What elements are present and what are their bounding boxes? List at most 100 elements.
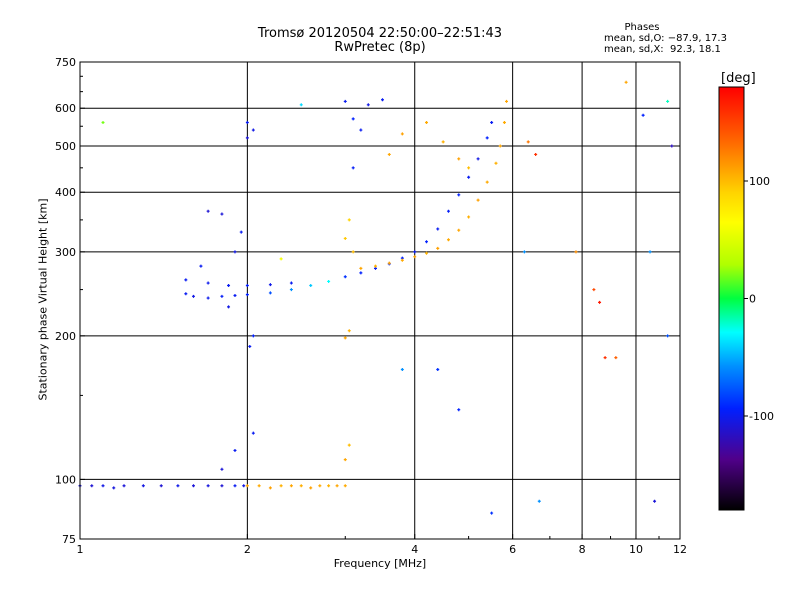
- data-point: [220, 467, 224, 471]
- data-point: [191, 484, 195, 488]
- x-tick-label: 6: [509, 543, 516, 556]
- x-tick-label: 12: [673, 543, 687, 556]
- data-point: [101, 484, 105, 488]
- data-point: [446, 209, 450, 213]
- data-point: [206, 296, 210, 300]
- data-point: [522, 250, 526, 254]
- data-point: [441, 140, 445, 144]
- data-point: [425, 121, 429, 125]
- data-point: [614, 356, 618, 360]
- data-point: [245, 484, 249, 488]
- data-point: [233, 484, 237, 488]
- y-ticks: 75 100 200 300 400 500 600 750: [55, 56, 85, 546]
- data-point: [457, 408, 461, 412]
- data-point: [184, 292, 188, 296]
- phases-heading: Phases: [624, 22, 660, 33]
- data-point: [347, 218, 351, 222]
- data-point: [242, 484, 246, 488]
- data-point: [239, 230, 243, 234]
- data-point: [233, 250, 237, 254]
- data-point: [666, 334, 670, 338]
- y-tick-label: 500: [55, 140, 76, 153]
- data-point: [251, 334, 255, 338]
- x-tick-label: 8: [579, 543, 586, 556]
- data-point: [467, 166, 471, 170]
- data-point: [90, 484, 94, 488]
- data-point: [251, 431, 255, 435]
- data-point: [279, 484, 283, 488]
- data-point: [641, 113, 645, 117]
- x-tick-label: 1: [77, 543, 84, 556]
- data-point: [309, 283, 313, 287]
- data-point: [268, 283, 272, 287]
- data-point: [359, 266, 363, 270]
- y-tick-label: 400: [55, 186, 76, 199]
- data-point: [184, 278, 188, 282]
- chart-title: Tromsø 20120504 22:50:00–22:51:43: [257, 26, 503, 41]
- data-point: [490, 121, 494, 125]
- data-point: [289, 288, 293, 292]
- data-point: [366, 103, 370, 107]
- colorbar-tick-label: -100: [749, 410, 774, 423]
- data-point: [457, 193, 461, 197]
- data-point: [574, 250, 578, 254]
- data-point: [343, 275, 347, 279]
- data-point: [494, 161, 498, 165]
- data-point: [248, 344, 252, 348]
- data-point: [490, 511, 494, 515]
- data-point: [227, 305, 231, 309]
- data-point: [327, 484, 331, 488]
- data-point: [446, 238, 450, 242]
- data-point: [653, 499, 657, 503]
- data-point: [199, 264, 203, 268]
- data-point: [299, 484, 303, 488]
- y-tick-label: 300: [55, 246, 76, 259]
- data-point: [351, 166, 355, 170]
- data-point: [400, 258, 404, 262]
- data-point: [359, 271, 363, 275]
- data-point: [537, 499, 541, 503]
- data-point: [624, 80, 628, 84]
- y-tick-label: 600: [55, 102, 76, 115]
- data-point: [141, 484, 145, 488]
- data-point: [227, 283, 231, 287]
- data-point: [309, 486, 313, 490]
- data-point: [233, 448, 237, 452]
- data-point: [343, 336, 347, 340]
- data-point: [343, 458, 347, 462]
- data-point: [476, 198, 480, 202]
- data-point: [476, 157, 480, 161]
- y-tick-label: 100: [55, 473, 76, 486]
- x-tick-label: 4: [411, 543, 418, 556]
- data-point: [245, 121, 249, 125]
- data-point: [436, 246, 440, 250]
- colorbar: [718, 86, 745, 511]
- data-point: [268, 291, 272, 295]
- data-point: [257, 484, 261, 488]
- x-ticks: 1 2 4 6 8 10 12: [77, 534, 687, 556]
- x-tick-label: 10: [629, 543, 643, 556]
- phases-o-stats: mean, sd,O: −87.9, 17.3: [604, 33, 727, 44]
- data-point: [101, 121, 105, 125]
- data-point: [318, 484, 322, 488]
- data-point: [351, 250, 355, 254]
- data-point: [380, 98, 384, 102]
- data-point: [592, 288, 596, 292]
- data-point: [191, 294, 195, 298]
- grid-layer: [80, 62, 680, 539]
- data-point: [245, 136, 249, 140]
- data-point: [534, 152, 538, 156]
- data-point: [245, 293, 249, 297]
- data-point: [436, 367, 440, 371]
- data-point: [425, 240, 429, 244]
- x-axis-label: Frequency [MHz]: [333, 557, 427, 570]
- data-point: [347, 443, 351, 447]
- data-point: [436, 227, 440, 231]
- data-point: [206, 484, 210, 488]
- data-point: [505, 99, 509, 103]
- data-point: [206, 281, 210, 285]
- data-point: [400, 367, 404, 371]
- data-point: [400, 132, 404, 136]
- data-point: [220, 484, 224, 488]
- data-point: [485, 136, 489, 140]
